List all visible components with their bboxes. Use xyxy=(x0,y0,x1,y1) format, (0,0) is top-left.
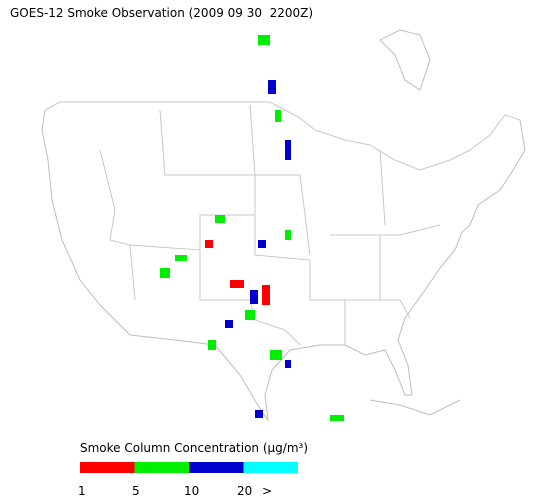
legend-swatch xyxy=(189,462,244,473)
legend-swatch xyxy=(134,462,189,473)
basemap xyxy=(41,29,526,422)
legend-tick-label: 20 xyxy=(237,484,252,498)
legend-bar xyxy=(80,462,298,473)
legend-tick-label: > xyxy=(262,484,272,498)
legend-swatch xyxy=(243,462,298,473)
legend-title: Smoke Column Concentration (μg/m³) xyxy=(80,441,308,455)
title: GOES-12 Smoke Observation (2009 09 30 22… xyxy=(10,6,313,20)
legend-tick-label: 1 xyxy=(78,484,86,498)
legend-tick-label: 5 xyxy=(132,484,140,498)
legend-swatch xyxy=(80,462,135,473)
smoke-pixels xyxy=(160,35,344,421)
legend-tick-label: 10 xyxy=(184,484,199,498)
